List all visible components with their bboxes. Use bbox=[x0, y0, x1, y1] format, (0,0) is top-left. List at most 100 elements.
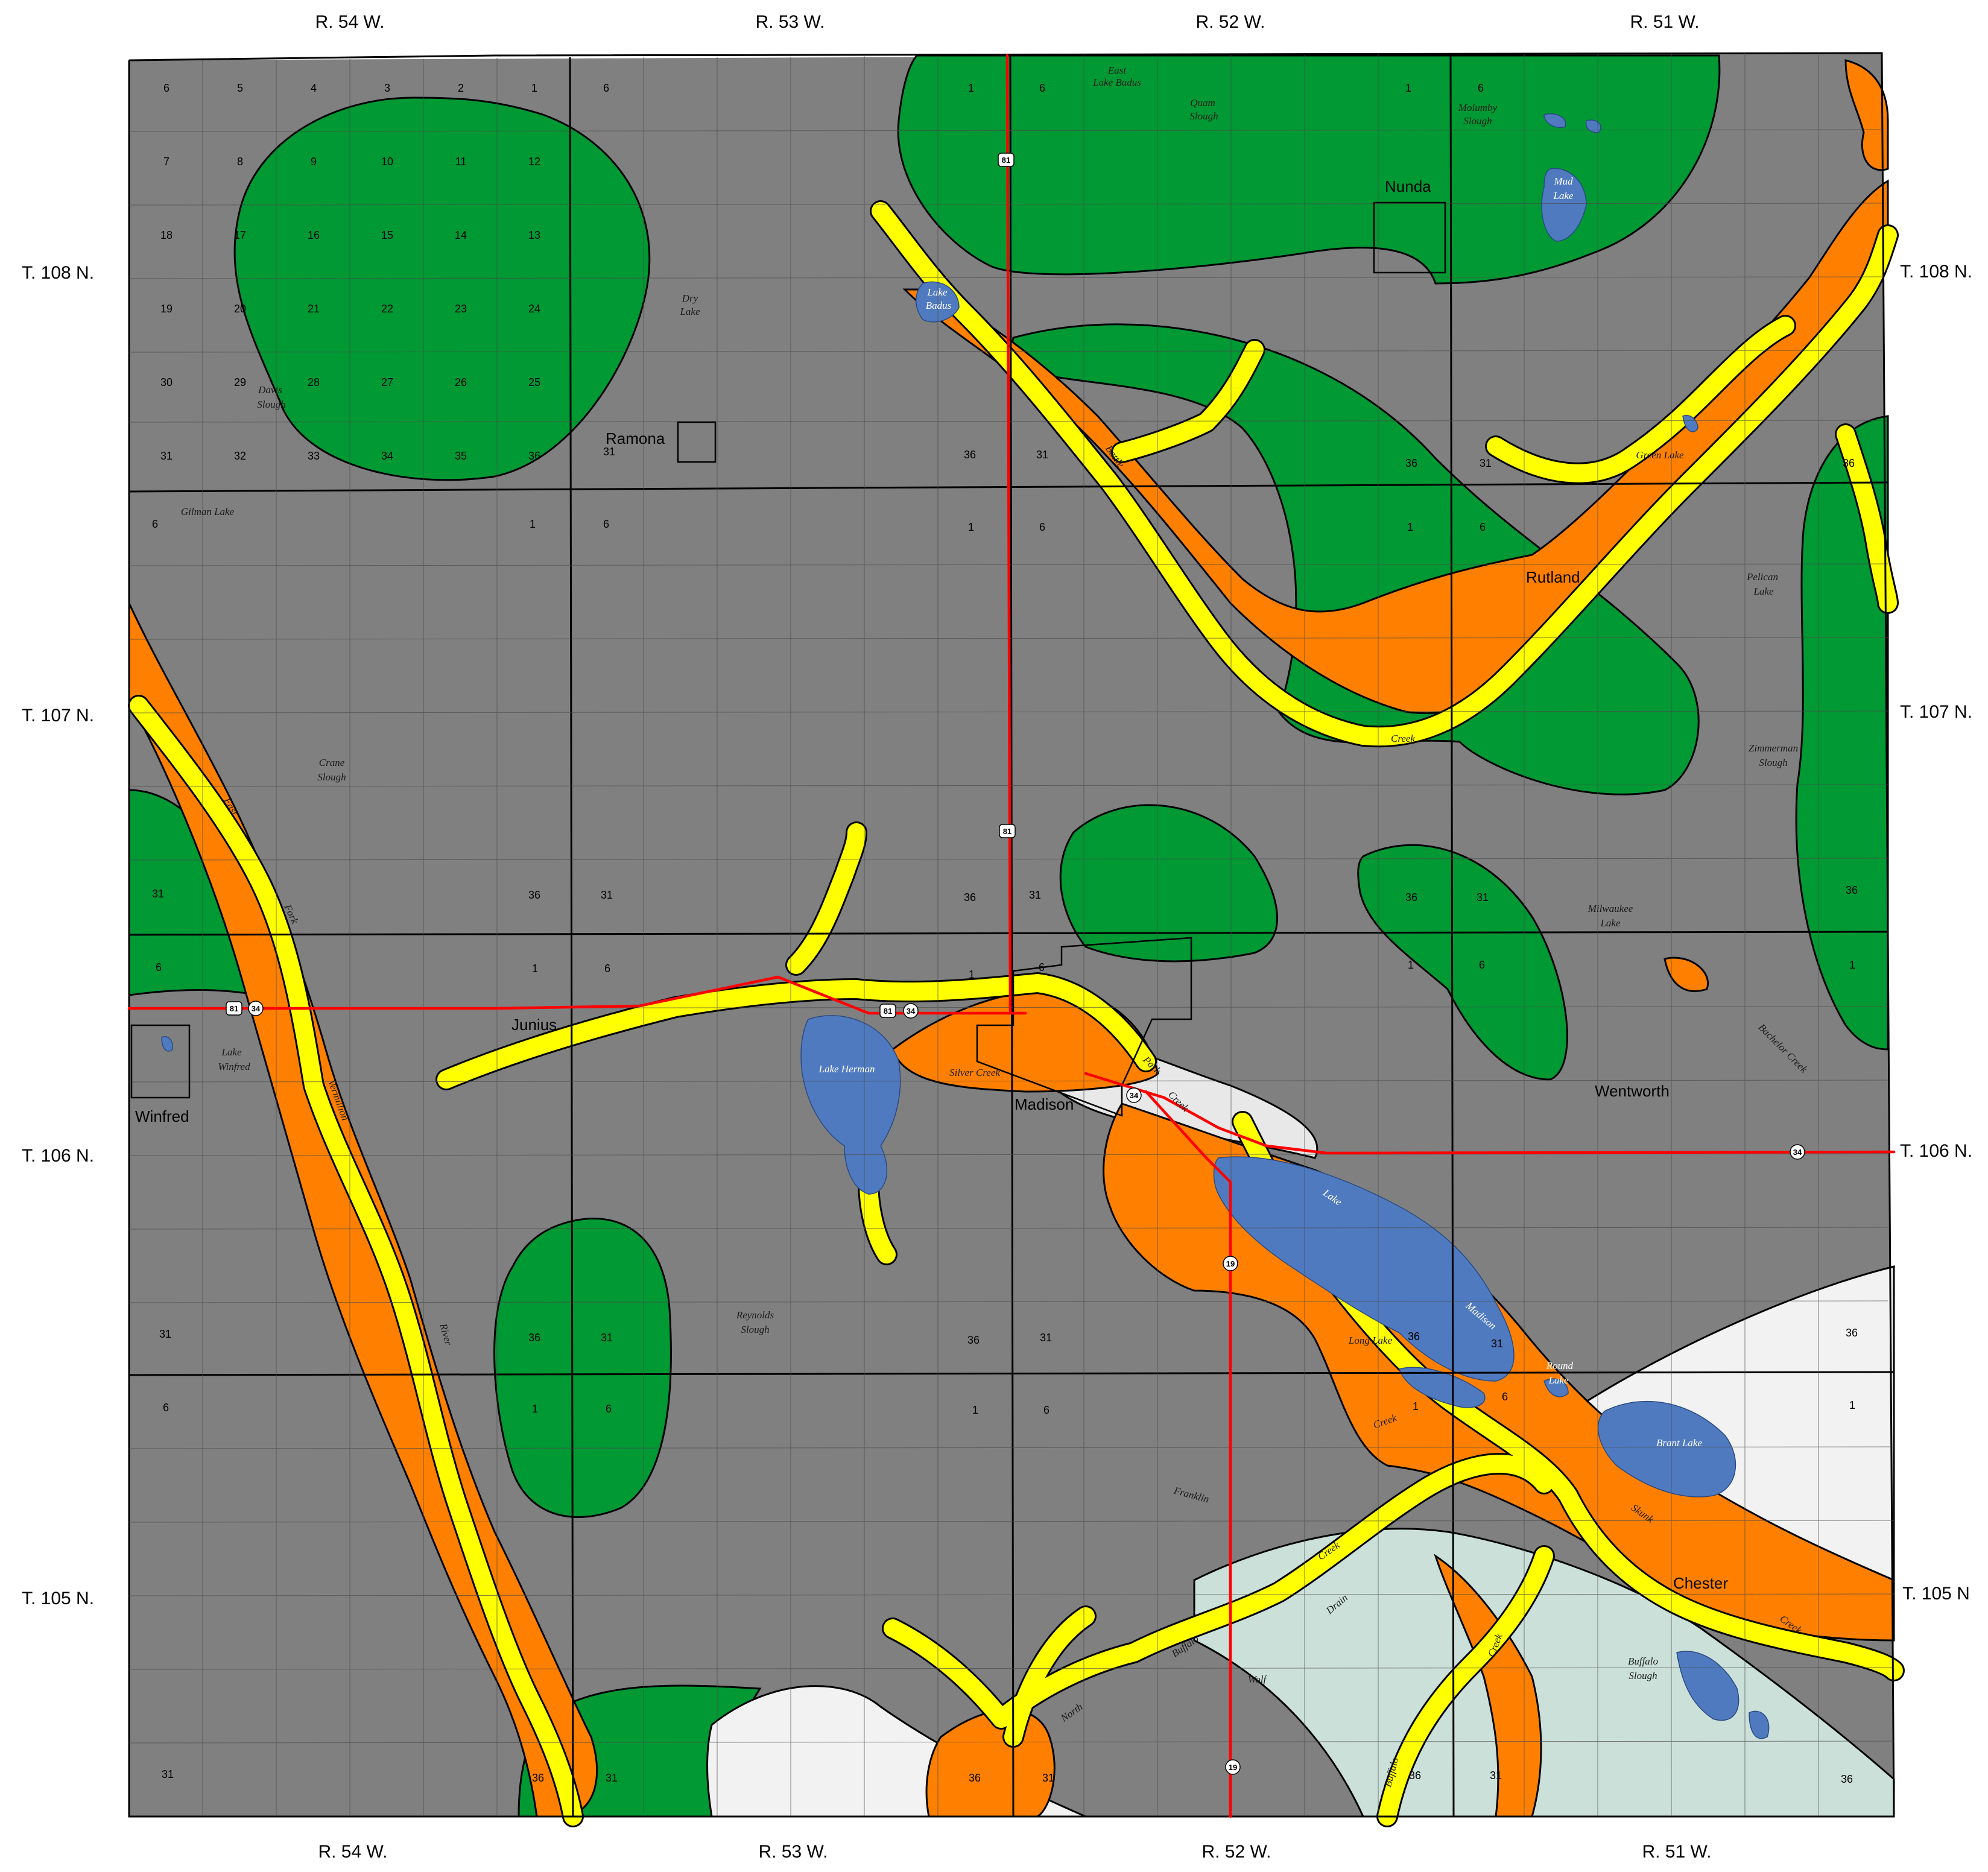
sd-34-shield-2: 34 bbox=[903, 1003, 919, 1019]
section-number: 1 bbox=[530, 518, 536, 530]
section-number: 34 bbox=[381, 450, 393, 462]
label-dry-lake: Dry bbox=[682, 292, 698, 304]
label-lake-winfred: Winfred bbox=[218, 1061, 250, 1072]
label-lake-winfred: Lake bbox=[221, 1046, 242, 1058]
grid-v-3 bbox=[1449, 54, 1455, 1817]
orange-unit-ne bbox=[1844, 59, 1889, 171]
township-label-left: T. 107 N. bbox=[22, 706, 94, 726]
sd-34-east bbox=[1084, 1072, 1896, 1155]
section-number: 19 bbox=[160, 303, 173, 315]
water-bodies bbox=[161, 113, 1770, 1739]
township-label-left: T. 106 N. bbox=[22, 1146, 94, 1166]
township-labels-right: T. 108 N. T. 107 N. T. 106 N. T. 105 N bbox=[1900, 262, 1972, 1604]
svg-text:34: 34 bbox=[907, 1007, 916, 1016]
green-unit-north bbox=[897, 54, 1721, 285]
label-pelican-lake: Lake bbox=[1753, 586, 1774, 597]
section-number: 2 bbox=[458, 82, 464, 94]
label-zimmerman-slough: Zimmerman bbox=[1749, 742, 1798, 754]
township-label-left: T. 105 N. bbox=[22, 1589, 94, 1608]
range-labels-bottom: R. 54 W. R. 53 W. R. 52 W. R. 51 W. bbox=[318, 1842, 1711, 1862]
label-lake-badus: Badus bbox=[926, 300, 952, 311]
lake-winfred-water bbox=[161, 1036, 173, 1052]
section-number: 30 bbox=[160, 376, 173, 388]
label-round-lake: Round bbox=[1546, 1360, 1574, 1371]
section-number: 36 bbox=[528, 889, 540, 901]
sd-19 bbox=[1144, 1090, 1232, 1818]
range-label-top: R. 53 W. bbox=[755, 12, 825, 32]
section-number: 36 bbox=[1409, 1769, 1421, 1782]
svg-text:81: 81 bbox=[1002, 156, 1010, 165]
yellow-creek-s-fill bbox=[1004, 1607, 1095, 1746]
label-crane-slough: Slough bbox=[317, 771, 346, 783]
yellow-herman-n-fill bbox=[787, 823, 866, 974]
section-number: 6 bbox=[163, 1402, 169, 1414]
section-number: 1 bbox=[968, 521, 974, 533]
section-number: 8 bbox=[237, 156, 243, 168]
yellow-buffalo-creek-fill bbox=[1378, 1547, 1553, 1826]
section-number: 31 bbox=[1036, 449, 1048, 461]
orange-unit-small-e bbox=[1664, 957, 1709, 992]
section-number: 31 bbox=[1029, 889, 1041, 901]
section-number: 6 bbox=[1043, 1404, 1049, 1416]
town-labels: Nunda Ramona Rutland Junius Madison Went… bbox=[135, 177, 1728, 1592]
section-number: 29 bbox=[234, 376, 246, 388]
section-number: 36 bbox=[1843, 457, 1855, 469]
label-round-lake: Lake bbox=[1548, 1374, 1569, 1386]
section-number: 6 bbox=[606, 1403, 612, 1415]
section-number: 3 bbox=[384, 82, 390, 94]
section-number: 1 bbox=[1413, 1400, 1419, 1412]
minor-h bbox=[128, 1227, 1888, 1230]
label-dry-lake: Lake bbox=[679, 306, 700, 317]
section-number: 1 bbox=[972, 1404, 978, 1416]
town-label-chester: Chester bbox=[1673, 1574, 1728, 1592]
svg-text:81: 81 bbox=[230, 1004, 238, 1013]
svg-text:19: 19 bbox=[1226, 1259, 1235, 1268]
label-brant-lake: Brant Lake bbox=[1656, 1437, 1702, 1449]
section-number: 4 bbox=[311, 82, 317, 94]
map-border bbox=[128, 52, 1895, 1818]
township-label-right: T. 106 N. bbox=[1900, 1141, 1972, 1161]
section-number: 31 bbox=[1042, 1772, 1054, 1784]
section-number: 1 bbox=[531, 82, 537, 94]
township-label-right: T. 105 N bbox=[1902, 1584, 1970, 1604]
section-number: 31 bbox=[160, 450, 173, 462]
section-number: 31 bbox=[606, 1772, 618, 1784]
green-unit-nw bbox=[233, 96, 651, 481]
minor-h bbox=[128, 1153, 1888, 1156]
section-number: 31 bbox=[1477, 891, 1489, 903]
svg-text:34: 34 bbox=[1793, 1148, 1802, 1157]
section-number: 26 bbox=[455, 376, 467, 388]
mud-lake-small-2 bbox=[1585, 119, 1601, 133]
svg-text:19: 19 bbox=[1229, 1763, 1237, 1772]
section-number: 1 bbox=[1407, 521, 1413, 533]
sd-34-shield-4: 34 bbox=[1790, 1144, 1805, 1160]
label-east-lake-badus: East bbox=[1107, 65, 1127, 76]
label-davis-slough: Slough bbox=[257, 399, 285, 410]
label-mud-lake: Lake bbox=[1553, 190, 1574, 201]
section-number: 36 bbox=[1846, 884, 1858, 896]
orange-unit-battle-creek bbox=[902, 179, 1889, 715]
lake-madison bbox=[1213, 1156, 1515, 1382]
section-number: 31 bbox=[1490, 1769, 1502, 1782]
range-labels-top: R. 54 W. R. 53 W. R. 52 W. R. 51 W. bbox=[315, 12, 1699, 32]
section-number: 14 bbox=[455, 229, 467, 241]
long-lake bbox=[1399, 1367, 1486, 1408]
us-81-shield-4: 81 bbox=[879, 1004, 896, 1018]
svg-text:34: 34 bbox=[1130, 1091, 1139, 1100]
section-number: 9 bbox=[311, 156, 317, 168]
svg-text:81: 81 bbox=[884, 1007, 892, 1016]
nunda-outline bbox=[1373, 201, 1446, 274]
section-number: 6 bbox=[1502, 1391, 1508, 1403]
minor-h bbox=[128, 1300, 1888, 1303]
range-label-top: R. 51 W. bbox=[1630, 12, 1699, 32]
section-number: 36 bbox=[1405, 457, 1417, 469]
section-number: 6 bbox=[156, 961, 162, 973]
section-number: 1 bbox=[532, 963, 538, 975]
section-number: 36 bbox=[969, 1772, 981, 1784]
section-number: 22 bbox=[381, 303, 393, 315]
section-number: 25 bbox=[528, 376, 540, 388]
label-buffalo-slough: Buffalo bbox=[1628, 1655, 1658, 1667]
label-gilman-lake: Gilman Lake bbox=[181, 506, 235, 517]
section-number: 35 bbox=[455, 450, 467, 462]
